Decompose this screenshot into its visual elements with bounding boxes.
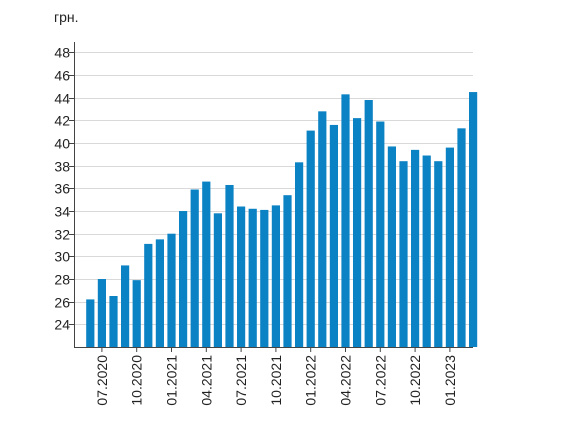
x-tick-label: 10.2021 bbox=[268, 355, 284, 406]
y-tick-label: 48 bbox=[54, 45, 70, 61]
bar bbox=[411, 149, 420, 347]
x-tick-label: 01.2022 bbox=[303, 355, 319, 406]
x-tick-label: 07.2020 bbox=[94, 355, 110, 406]
x-tick-label: 04.2022 bbox=[338, 355, 354, 406]
y-tick-label: 46 bbox=[54, 68, 70, 84]
bar bbox=[167, 233, 176, 347]
bar bbox=[353, 118, 362, 347]
bar bbox=[225, 184, 234, 347]
x-tick-label: 07.2021 bbox=[233, 355, 249, 406]
bar bbox=[399, 161, 408, 347]
x-tick-label: 10.2022 bbox=[407, 355, 423, 406]
bar bbox=[179, 211, 188, 347]
x-tick-label: 07.2022 bbox=[372, 355, 388, 406]
bar bbox=[434, 161, 443, 347]
x-tick-label: 10.2020 bbox=[129, 355, 145, 406]
bar bbox=[155, 239, 164, 347]
y-tick-label: 42 bbox=[54, 113, 70, 129]
x-tick-label: 01.2023 bbox=[442, 355, 458, 406]
x-tick-label: 04.2021 bbox=[198, 355, 214, 406]
bar bbox=[202, 181, 211, 347]
bar bbox=[457, 128, 466, 347]
y-tick-label: 24 bbox=[54, 317, 70, 333]
y-axis-label: грн. bbox=[54, 9, 79, 25]
y-tick-label: 36 bbox=[54, 181, 70, 197]
bar bbox=[121, 265, 130, 347]
x-tick-label: 01.2021 bbox=[164, 355, 180, 406]
y-tick-label: 40 bbox=[54, 136, 70, 152]
bar bbox=[387, 146, 396, 347]
bar bbox=[97, 279, 106, 347]
bar bbox=[260, 209, 269, 347]
bar bbox=[248, 208, 257, 347]
bars bbox=[86, 92, 478, 348]
bar bbox=[271, 205, 280, 348]
y-tick-label: 38 bbox=[54, 159, 70, 175]
y-tick-label: 30 bbox=[54, 249, 70, 265]
bar bbox=[469, 92, 478, 347]
y-tick-label: 34 bbox=[54, 204, 70, 220]
bar bbox=[295, 162, 304, 347]
bar bbox=[237, 206, 246, 347]
bar bbox=[364, 100, 373, 347]
axes bbox=[74, 42, 473, 348]
bar bbox=[329, 124, 338, 348]
y-tick-labels: 24 26 28 30 32 34 36 38 40 42 44 46 48 bbox=[54, 45, 74, 333]
y-tick-label: 32 bbox=[54, 227, 70, 243]
y-tick-label: 44 bbox=[54, 91, 70, 107]
bar bbox=[109, 296, 118, 347]
bar bbox=[341, 94, 350, 347]
bar bbox=[190, 189, 199, 347]
y-tick-label: 28 bbox=[54, 272, 70, 288]
bar bbox=[318, 111, 327, 347]
y-tick-label: 26 bbox=[54, 295, 70, 311]
bar bbox=[283, 195, 292, 347]
bar bbox=[86, 299, 95, 347]
x-tick-labels: 07.2020 10.2020 01.2021 04.2021 07.2021 10.20… bbox=[94, 347, 458, 406]
bar bbox=[376, 121, 385, 347]
bar bbox=[132, 280, 141, 347]
bar bbox=[422, 155, 431, 347]
bar bbox=[144, 243, 153, 347]
bar bbox=[445, 147, 454, 347]
bar bbox=[306, 130, 315, 347]
bar bbox=[213, 213, 222, 347]
